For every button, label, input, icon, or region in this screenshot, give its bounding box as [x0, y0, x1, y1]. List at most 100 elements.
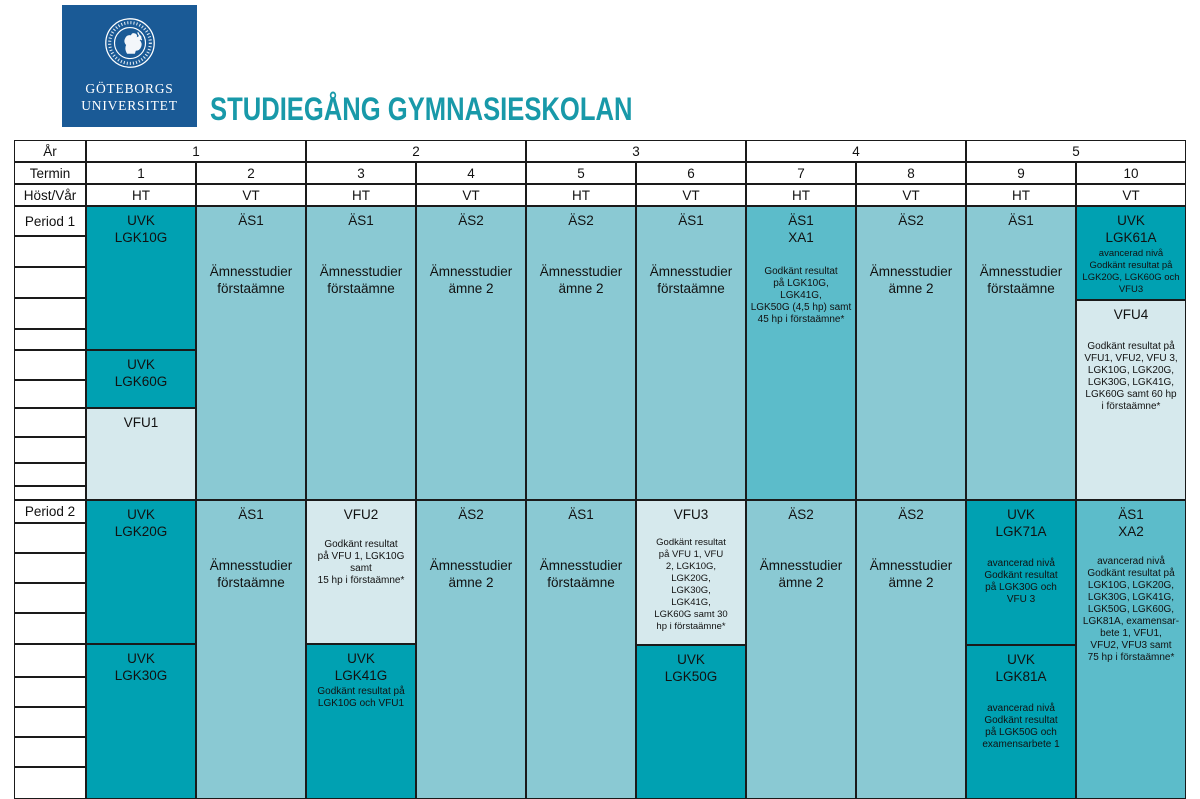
course-title-line: ÄS1	[238, 213, 264, 228]
course-cell-vfu1: VFU1	[86, 408, 196, 500]
course-note-line: LGK10G, LGK20G,	[1087, 580, 1175, 591]
row-label-year: År	[14, 140, 86, 162]
course-cell-as1-p2t2: ÄS1 Ämnesstudier förstaämne	[196, 500, 306, 799]
course-title-line: UVK	[677, 652, 705, 667]
label-subrow-cell	[14, 644, 86, 677]
label-subrow-cell	[14, 707, 86, 737]
course-note-line: på VFU 1, VFU	[658, 549, 724, 560]
course-title-line: LGK30G	[114, 668, 168, 683]
label-subrow-cell	[14, 767, 86, 799]
course-body: Ämnesstudier förstaämne	[527, 557, 635, 591]
course-note-line: på VFU 1, LGK10G samt	[317, 551, 405, 574]
course-cell-uvk-lgk50g: UVK LGK50G	[636, 645, 746, 799]
course-title-line: UVK	[127, 357, 155, 372]
course-title-line: ÄS1	[238, 507, 264, 522]
row-label-period1: Period 1	[14, 206, 86, 236]
course-title-line: ÄS1	[788, 213, 814, 228]
course-body-line: Ämnesstudier	[869, 558, 953, 573]
course-cell-uvk-lgk41g: UVK LGK41G Godkänt resultat på LGK10G och V…	[306, 644, 416, 799]
course-note-line: LGK50G, LGK60G,	[1087, 604, 1175, 615]
label-subrow-cell	[14, 267, 86, 298]
course-body-line: Ämnesstudier	[209, 264, 293, 279]
label-subrow-cell	[14, 486, 86, 500]
course-note-line: LGK60G samt 30	[654, 609, 728, 620]
course-body-line: förstaämne	[327, 281, 395, 296]
page-title: STUDIEGÅNG GYMNASIESKOLAN	[210, 91, 633, 127]
course-note: Godkänt resultat på VFU 1, LGK10G samt 15 …	[307, 539, 415, 587]
course-body: Ämnesstudier ämne 2	[527, 263, 635, 297]
course-cell-uvk-lgk10g: UVK LGK10G	[86, 206, 196, 350]
course-cell-as2-p1t4: ÄS2 Ämnesstudier ämne 2	[416, 206, 526, 500]
label-subrow-cell	[14, 380, 86, 408]
course-cell-as1-xa2: ÄS1 XA2 avancerad nivå Godkänt resultat på L…	[1076, 500, 1186, 799]
course-body: Ämnesstudier ämne 2	[417, 557, 525, 591]
course-note-line: LGK20G,	[671, 573, 711, 584]
course-note-line: LGK50G (4,5 hp) samt	[750, 302, 852, 313]
course-title-line: ÄS2	[898, 213, 924, 228]
label-subrow-cell	[14, 463, 86, 486]
course-body-line: Ämnesstudier	[539, 264, 623, 279]
row-label-period2: Period 2	[14, 500, 86, 523]
row-label-season: Höst/Vår	[14, 184, 86, 206]
term-header-cell: 10	[1076, 162, 1186, 184]
course-body-line: ämne 2	[888, 575, 934, 590]
course-body: Ämnesstudier förstaämne	[197, 557, 305, 591]
course-note-line: LGK41G,	[780, 290, 822, 301]
course-note-line: Godkänt resultat på	[317, 686, 405, 697]
course-note-line: LGK10G och VFU1	[317, 698, 405, 709]
season-header-cell: VT	[416, 184, 526, 206]
course-title-line: XA1	[788, 230, 814, 245]
course-body: Ämnesstudier ämne 2	[857, 263, 965, 297]
course-note: avancerad nivå Godkänt resultat på LGK30G …	[967, 558, 1075, 606]
label-subrow-cell	[14, 523, 86, 553]
year-header-cell: 4	[746, 140, 966, 162]
course-cell-as2-p1t5: ÄS2 Ämnesstudier ämne 2	[526, 206, 636, 500]
course-note-line: Godkänt resultat på	[1087, 341, 1175, 352]
course-title-line: ÄS2	[568, 213, 594, 228]
year-header-cell: 2	[306, 140, 526, 162]
season-header-cell: VT	[1076, 184, 1186, 206]
course-cell-as1-p1t2: ÄS1 Ämnesstudier förstaämne	[196, 206, 306, 500]
course-title-line: LGK71A	[995, 524, 1047, 539]
course-body-line: Ämnesstudier	[539, 558, 623, 573]
course-body-line: ämne 2	[888, 281, 934, 296]
course-note-line: 2, LGK10G,	[665, 561, 717, 572]
course-body: Ämnesstudier ämne 2	[857, 557, 965, 591]
course-body-line: ämne 2	[778, 575, 824, 590]
logo-text-line1: GÖTEBORGS	[85, 81, 174, 96]
season-header-cell: VT	[636, 184, 746, 206]
course-note-line: hp i förstaämne*	[656, 621, 726, 632]
course-note: Godkänt resultat på VFU1, VFU2, VFU 3, LGK…	[1077, 341, 1185, 413]
university-logo: GÖTEBORGS UNIVERSITET	[62, 5, 197, 127]
season-header-cell: HT	[86, 184, 196, 206]
course-note: avancerad nivå Godkänt resultat på LGK10G,…	[1077, 556, 1185, 664]
course-title-line: UVK	[347, 651, 375, 666]
course-title-line: UVK	[1117, 213, 1145, 228]
label-subrow-cell	[14, 350, 86, 380]
course-cell-as1-p2t5: ÄS1 Ämnesstudier förstaämne	[526, 500, 636, 799]
label-subrow-cell	[14, 677, 86, 707]
course-title-line: LGK41G	[334, 668, 388, 683]
course-cell-as1-p1t9: ÄS1 Ämnesstudier förstaämne	[966, 206, 1076, 500]
course-body-line: ämne 2	[558, 281, 604, 296]
course-note-line: Godkänt resultat	[764, 266, 838, 277]
course-body-line: Ämnesstudier	[759, 558, 843, 573]
course-title-line: LGK50G	[664, 669, 718, 684]
term-header-cell: 8	[856, 162, 966, 184]
course-note-line: i förstaämne*	[1101, 401, 1161, 412]
course-body-line: Ämnesstudier	[979, 264, 1063, 279]
course-cell-as1-xa1: ÄS1 XA1 Godkänt resultat på LGK10G, LGK41G, L…	[746, 206, 856, 500]
year-header-cell: 1	[86, 140, 306, 162]
label-subrow-cell	[14, 329, 86, 350]
course-cell-uvk-lgk61a: UVK LGK61A avancerad nivå Godkänt resultat …	[1076, 206, 1186, 300]
course-body-line: förstaämne	[217, 575, 285, 590]
season-header-cell: HT	[966, 184, 1076, 206]
course-body-line: Ämnesstudier	[869, 264, 953, 279]
course-body-line: Ämnesstudier	[209, 558, 293, 573]
term-header-cell: 3	[306, 162, 416, 184]
course-title-line: VFU2	[343, 507, 379, 522]
season-header-cell: VT	[856, 184, 966, 206]
course-title-line: LGK81A	[995, 669, 1047, 684]
logo-text-line2: UNIVERSITET	[81, 98, 178, 113]
